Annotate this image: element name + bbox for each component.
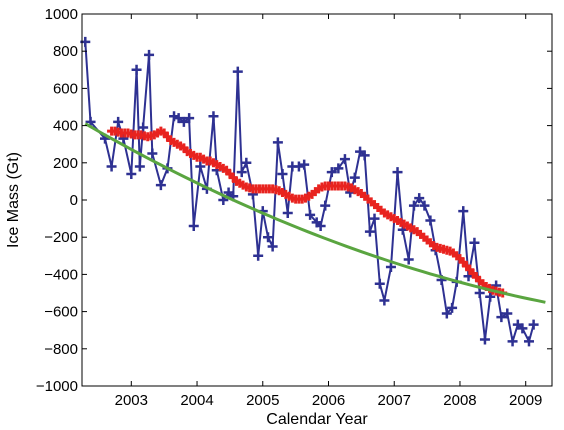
monthly-series-point (195, 161, 206, 172)
monthly-series-point (496, 312, 507, 323)
monthly-series-point (425, 215, 436, 226)
monthly-series-point (523, 336, 534, 347)
monthly-series-point (208, 111, 219, 122)
x-tick-label: 2008 (443, 392, 476, 409)
plot-series (80, 36, 546, 347)
y-tick-label: −1000 (36, 378, 78, 395)
x-tick-label: 2005 (246, 392, 279, 409)
monthly-series-point (169, 111, 180, 122)
monthly-series-point (364, 226, 375, 237)
plot-area-frame (81, 13, 553, 387)
monthly-series-point (528, 319, 539, 330)
monthly-series-point (507, 336, 518, 347)
y-tick-label: 0 (70, 192, 78, 209)
monthly-series-point (385, 261, 396, 272)
monthly-series-point (469, 237, 480, 248)
y-tick-label: 1000 (45, 6, 78, 23)
monthly-series-point (369, 213, 380, 224)
monthly-series-point (173, 113, 184, 124)
monthly-series-point (474, 288, 485, 298)
monthly-series-point (320, 200, 331, 211)
monthly-series-point (447, 302, 458, 313)
monthly-series (80, 36, 539, 347)
monthly-series-point (113, 116, 124, 127)
y-tick-label: 200 (53, 155, 78, 172)
monthly-series-point (485, 291, 496, 302)
monthly-series-point (458, 206, 469, 217)
monthly-series-point (236, 167, 247, 178)
y-tick-label: −800 (44, 341, 78, 358)
monthly-series-point (517, 323, 528, 334)
monthly-series-point (232, 66, 243, 77)
x-tick-label: 2009 (509, 392, 542, 409)
monthly-series-point (155, 180, 166, 191)
monthly-series-point (333, 163, 344, 174)
monthly-series-point (188, 221, 199, 232)
x-tick-label: 2006 (312, 392, 345, 409)
monthly-series-point (419, 200, 430, 211)
monthly-series-point (126, 168, 137, 179)
x-axis-label: Calendar Year (266, 411, 368, 428)
smoothed-series (107, 126, 508, 298)
monthly-series-point (267, 241, 278, 252)
y-tick-label: 600 (53, 80, 78, 97)
trend-fit (84, 122, 546, 304)
monthly-series-point (441, 308, 452, 319)
monthly-series-point (408, 200, 419, 211)
smoothed-series-line (111, 130, 503, 294)
monthly-series-point (138, 122, 149, 133)
monthly-series-point (299, 159, 310, 170)
monthly-series-point (479, 334, 490, 345)
monthly-series-point (144, 49, 155, 60)
y-tick-label: −200 (44, 229, 78, 246)
y-axis-label: Ice Mass (Gt) (5, 152, 22, 248)
monthly-series-point (272, 137, 283, 148)
y-tick-label: 800 (53, 43, 78, 60)
y-tick-label: −600 (44, 304, 78, 321)
monthly-series-point (392, 167, 403, 178)
x-tick-label: 2003 (115, 392, 148, 409)
monthly-series-point (293, 161, 304, 172)
y-tick-label: 400 (53, 118, 78, 135)
trend-fit-line (84, 122, 546, 304)
monthly-series-point (178, 116, 189, 127)
monthly-series-line (84, 41, 535, 343)
monthly-series-point (359, 150, 370, 161)
x-tick-label: 2004 (180, 392, 213, 409)
monthly-series-point (305, 209, 316, 220)
monthly-series-point (106, 161, 117, 172)
monthly-series-point (414, 193, 425, 204)
monthly-series-point (134, 161, 145, 172)
monthly-series-point (253, 250, 264, 261)
monthly-series-point (241, 157, 252, 168)
monthly-series-point (131, 64, 142, 75)
monthly-series-point (326, 167, 337, 178)
monthly-series-point (282, 208, 293, 219)
x-tick-label: 2007 (378, 392, 411, 409)
monthly-series-point (184, 113, 195, 124)
monthly-series-point (263, 232, 274, 243)
y-tick-label: −400 (44, 266, 78, 283)
monthly-series-point (339, 154, 350, 165)
monthly-series-point (315, 221, 326, 232)
monthly-series-point (502, 308, 513, 319)
monthly-series-point (147, 148, 158, 159)
monthly-series-point (277, 168, 288, 179)
monthly-series-point (374, 278, 385, 289)
monthly-series-point (403, 254, 414, 265)
monthly-series-point (349, 172, 360, 183)
axes-ticks: 2003 2004 2005 2006 2007 2008 2009 −1000 −800 −60… (36, 6, 552, 409)
monthly-series-point (379, 295, 390, 306)
